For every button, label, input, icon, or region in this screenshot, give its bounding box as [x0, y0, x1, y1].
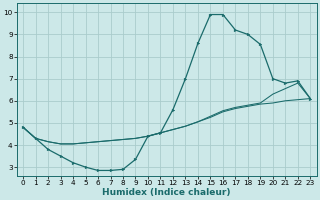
- X-axis label: Humidex (Indice chaleur): Humidex (Indice chaleur): [102, 188, 231, 197]
